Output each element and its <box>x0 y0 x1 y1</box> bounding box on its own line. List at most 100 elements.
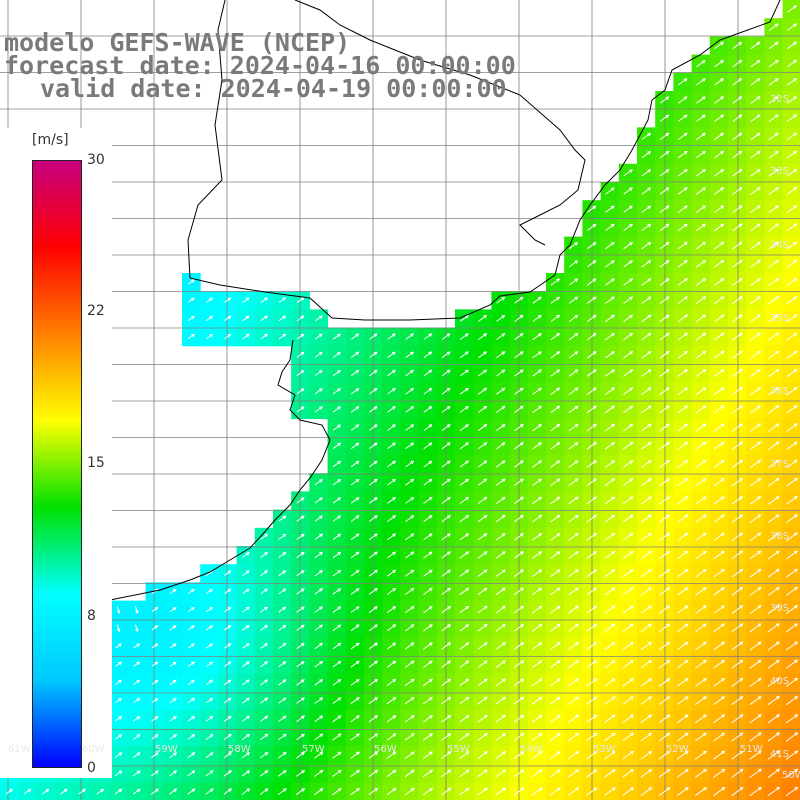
wind-arrow-head <box>209 333 214 338</box>
wind-arrow-head <box>739 405 743 409</box>
wind-arrow-head <box>702 169 706 173</box>
wind-arrow <box>641 442 652 450</box>
wind-arrow <box>423 515 433 523</box>
wind-arrow <box>532 351 542 359</box>
wind-arrow-head <box>702 314 707 319</box>
wind-arrow-head <box>483 333 488 337</box>
wind-arrow-head <box>684 405 689 409</box>
wind-arrow <box>387 369 396 377</box>
wind-arrow <box>749 696 762 706</box>
wind-arrow-head <box>629 460 634 464</box>
wind-arrow-head <box>410 551 415 556</box>
wind-arrow <box>260 552 268 558</box>
wind-arrow <box>586 405 597 414</box>
wind-arrow <box>622 605 634 614</box>
wind-arrow <box>713 550 725 560</box>
wind-arrow <box>224 625 231 631</box>
wind-arrow-head <box>118 752 123 756</box>
wind-arrow-head <box>757 241 761 246</box>
wind-arrow-head <box>593 441 597 446</box>
wind-arrow-head <box>629 587 634 591</box>
wind-arrow-head <box>373 424 378 428</box>
wind-arrow <box>731 478 743 487</box>
wind-arrow <box>622 642 634 651</box>
wind-arrow <box>785 696 798 706</box>
wind-arrow <box>550 387 560 395</box>
wind-arrow <box>785 641 798 651</box>
wind-arrow <box>350 769 360 778</box>
wind-arrow-head <box>264 751 269 756</box>
wind-arrow <box>622 587 634 596</box>
wind-arrow <box>386 660 396 668</box>
wind-arrow-head <box>775 223 780 227</box>
wind-arrow-head <box>520 587 525 592</box>
wind-arrow <box>695 678 707 687</box>
wind-arrow <box>224 297 231 303</box>
wind-arrow-head <box>410 460 415 465</box>
wind-arrow-head <box>684 532 689 537</box>
wind-arrow-head <box>227 624 232 629</box>
wind-arrow <box>732 132 742 141</box>
wind-arrow-head <box>793 114 798 118</box>
wind-arrow <box>387 479 396 486</box>
wind-arrow <box>513 696 524 705</box>
wind-arrow <box>714 96 724 104</box>
wind-arrow-head <box>227 733 232 738</box>
wind-arrow-head <box>721 641 726 646</box>
wind-arrow-head <box>665 150 670 155</box>
wind-arrow-head <box>209 697 214 702</box>
wind-arrow <box>677 587 688 596</box>
wind-arrow <box>659 169 669 177</box>
wind-arrow-head <box>793 368 798 373</box>
wind-arrow-head <box>300 588 305 592</box>
wind-arrow <box>386 733 396 741</box>
wind-arrow <box>242 552 250 558</box>
wind-arrow-head <box>776 714 780 718</box>
wind-arrow-head <box>666 423 670 428</box>
wind-arrow <box>296 570 305 577</box>
wind-arrow-head <box>556 714 561 719</box>
wind-arrow <box>641 369 651 377</box>
wind-arrow <box>713 623 725 633</box>
wind-arrow-head <box>538 333 542 337</box>
wind-arrow <box>260 570 268 577</box>
wind-arrow-head <box>592 205 597 210</box>
wind-arrow-head <box>245 643 250 647</box>
wind-arrow <box>115 698 122 704</box>
wind-arrow-head <box>520 551 525 555</box>
wind-arrow-head <box>483 569 488 574</box>
wind-arrow-head <box>647 387 652 391</box>
wind-arrow-head <box>172 697 177 702</box>
wind-arrow-head <box>611 641 616 646</box>
wind-arrow-head <box>648 696 653 700</box>
wind-arrow <box>296 297 304 304</box>
wind-arrow <box>695 496 706 505</box>
wind-arrow-head <box>465 605 470 610</box>
wind-arrow-head <box>774 59 779 64</box>
wind-arrow <box>767 550 780 560</box>
wind-arrow <box>695 241 706 250</box>
wind-arrow <box>749 478 761 487</box>
wind-arrow <box>296 697 305 704</box>
wind-arrow <box>714 151 724 159</box>
wind-arrow-head <box>483 514 488 519</box>
wind-arrow <box>386 642 396 650</box>
wind-arrow <box>659 369 670 377</box>
wind-arrow-head <box>684 441 689 446</box>
wind-arrow-head <box>282 679 287 683</box>
wind-arrow <box>550 296 560 304</box>
wind-arrow <box>241 770 250 777</box>
wind-arrow-head <box>702 387 707 391</box>
wind-arrow <box>405 369 414 377</box>
wind-arrow-head <box>702 641 707 646</box>
wind-arrow <box>332 406 341 413</box>
wind-arrow-head <box>501 424 506 428</box>
wind-arrow <box>641 260 651 268</box>
wind-arrow <box>749 587 761 596</box>
wind-arrow-head <box>410 369 415 374</box>
wind-arrow-head <box>684 641 689 646</box>
wind-arrow-head <box>447 551 451 555</box>
wind-arrow <box>568 387 578 395</box>
wind-arrow-head <box>683 151 688 155</box>
wind-arrow <box>532 442 542 450</box>
